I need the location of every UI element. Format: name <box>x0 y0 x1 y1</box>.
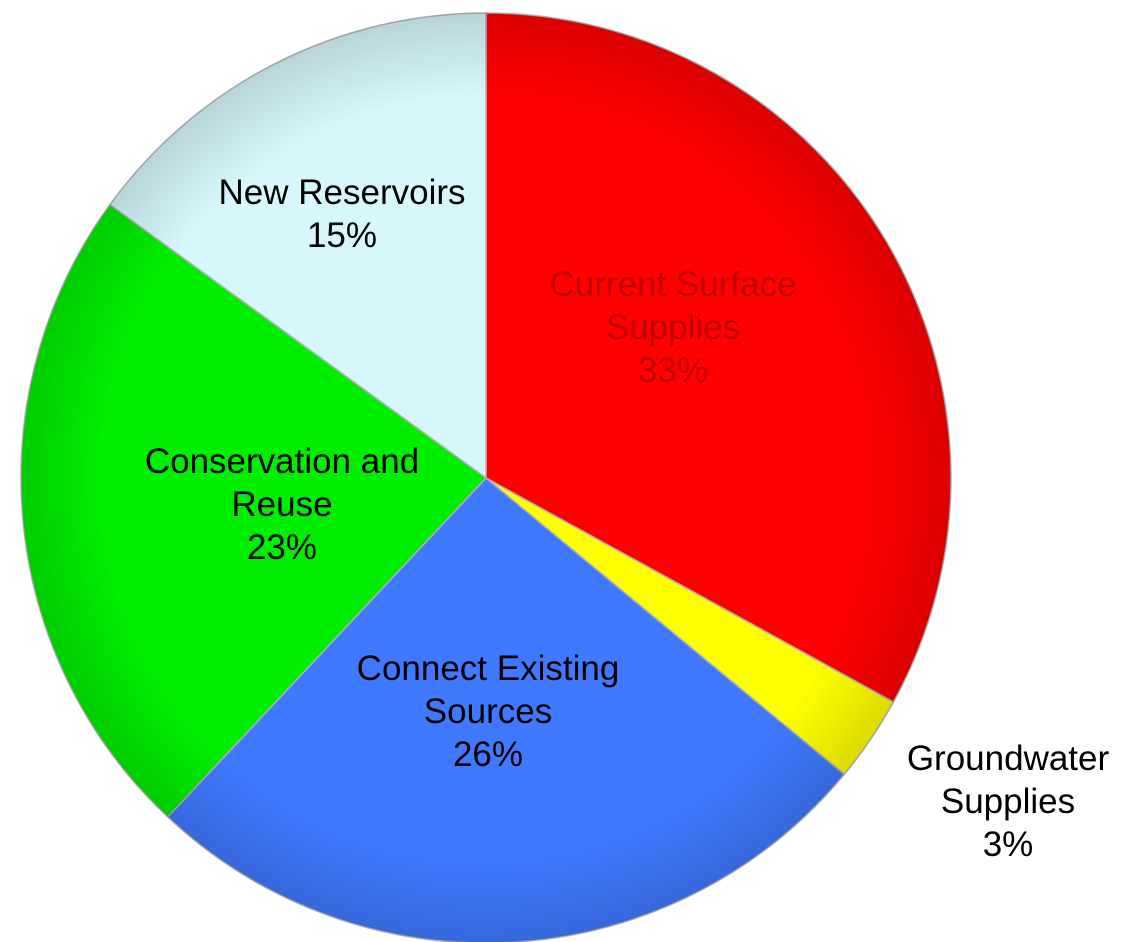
slice-name-line: Current Surface <box>549 265 796 304</box>
slice-name-line: Supplies <box>606 308 740 347</box>
slice-name-line: Sources <box>424 692 552 731</box>
slice-percent: 26% <box>453 735 523 774</box>
slice-label-current-surface-supplies: Current Surface Supplies 33% <box>549 265 796 390</box>
slice-percent: 23% <box>247 528 317 567</box>
slice-label-new-reservoirs: New Reservoirs 15% <box>219 173 466 255</box>
slice-name-line: Reuse <box>231 485 332 524</box>
slice-labels: Current Surface Supplies 33% Groundwater Sup… <box>145 173 1110 864</box>
slice-percent: 33% <box>638 351 708 390</box>
slice-percent: 3% <box>983 825 1034 864</box>
slice-label-groundwater-supplies: Groundwater Supplies 3% <box>907 739 1110 864</box>
slice-name-line: Connect Existing <box>357 649 620 688</box>
slice-label-connect-existing-sources: Connect Existing Sources 26% <box>357 649 620 774</box>
slice-name-line: Conservation and <box>145 442 419 481</box>
slice-name-line: Supplies <box>941 782 1075 821</box>
slice-name-line: Groundwater <box>907 739 1110 778</box>
slice-name-line: New Reservoirs <box>219 173 466 212</box>
slice-label-conservation-and-reuse: Conservation and Reuse 23% <box>145 442 419 567</box>
slice-percent: 15% <box>307 216 377 255</box>
